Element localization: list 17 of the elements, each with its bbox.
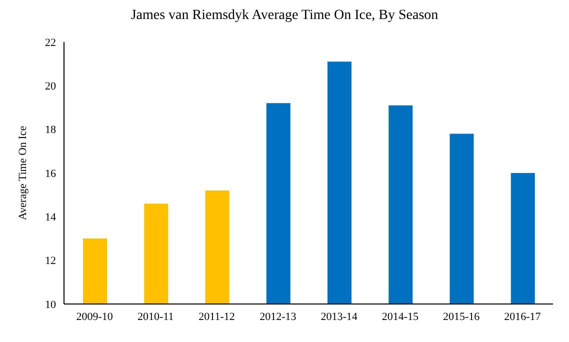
- y-tick-label: 22: [45, 36, 56, 49]
- y-tick-label: 14: [45, 212, 56, 224]
- y-tick-label: 16: [45, 168, 56, 180]
- x-tick-label: 2010-11: [138, 310, 174, 323]
- x-tick-label: 2015-16: [442, 310, 480, 323]
- y-tick-label: 10: [45, 298, 56, 311]
- x-tick-label: 2012-13: [260, 310, 297, 323]
- x-tick-label: 2016-17: [504, 310, 542, 323]
- y-axis-title: Average Time On Ice: [16, 126, 29, 220]
- x-tick-label: 2013-14: [320, 310, 358, 323]
- y-tick-label: 20: [45, 80, 56, 93]
- x-tick-label: 2009-10: [76, 310, 114, 323]
- y-tick-label: 18: [45, 124, 56, 136]
- x-tick-label: 2011-12: [198, 310, 235, 323]
- chart-title: James van Riemsdyk Average Time On Ice, By Season: [130, 8, 440, 25]
- y-tick-label: 12: [45, 255, 56, 268]
- x-tick-label: 2014-15: [382, 310, 420, 323]
